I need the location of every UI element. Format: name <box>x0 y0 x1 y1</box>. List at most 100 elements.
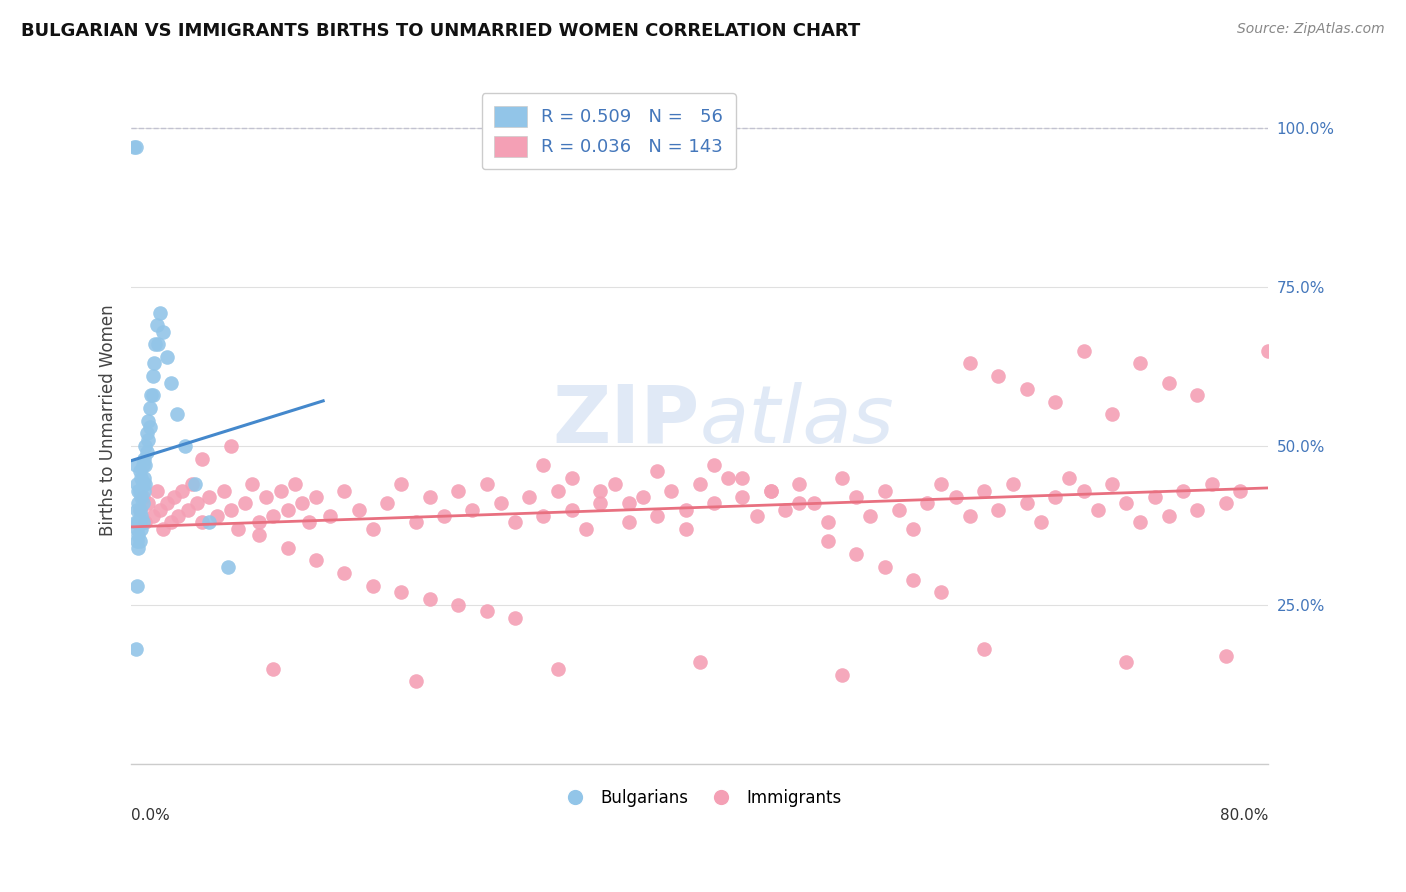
Bulgarians <box>134 458 156 472</box>
Immigrants <box>547 661 569 675</box>
Immigrants <box>645 508 668 523</box>
Immigrants <box>1257 343 1279 358</box>
Bulgarians <box>145 337 167 351</box>
Bulgarians <box>135 426 157 441</box>
Immigrants <box>617 496 640 510</box>
Immigrants <box>1187 502 1209 516</box>
Immigrants <box>831 668 853 682</box>
Immigrants <box>1187 388 1209 402</box>
Immigrants <box>887 502 910 516</box>
Immigrants <box>1001 477 1024 491</box>
Bulgarians <box>124 516 146 530</box>
Immigrants <box>191 451 214 466</box>
Immigrants <box>347 502 370 516</box>
Immigrants <box>1087 502 1109 516</box>
Immigrants <box>163 490 186 504</box>
Immigrants <box>181 477 204 491</box>
Immigrants <box>901 573 924 587</box>
Immigrants <box>226 522 249 536</box>
Immigrants <box>284 477 307 491</box>
Immigrants <box>172 483 194 498</box>
Immigrants <box>773 502 796 516</box>
Immigrants <box>1101 407 1123 421</box>
Immigrants <box>305 490 328 504</box>
Immigrants <box>298 516 321 530</box>
Immigrants <box>1215 648 1237 663</box>
Immigrants <box>589 496 612 510</box>
Immigrants <box>1143 490 1166 504</box>
Immigrants <box>1229 483 1251 498</box>
Bulgarians <box>129 471 152 485</box>
Immigrants <box>475 477 498 491</box>
Immigrants <box>219 502 242 516</box>
Immigrants <box>959 356 981 370</box>
Bulgarians <box>128 483 150 498</box>
Immigrants <box>561 502 583 516</box>
Bulgarians <box>128 502 150 516</box>
Immigrants <box>389 477 412 491</box>
Immigrants <box>645 465 668 479</box>
Immigrants <box>703 496 725 510</box>
Bulgarians <box>132 483 155 498</box>
Immigrants <box>845 490 868 504</box>
Immigrants <box>803 496 825 510</box>
Immigrants <box>503 610 526 624</box>
Bulgarians <box>134 477 156 491</box>
Bulgarians <box>132 471 155 485</box>
Bulgarians <box>129 508 152 523</box>
Immigrants <box>247 528 270 542</box>
Immigrants <box>319 508 342 523</box>
Immigrants <box>1073 483 1095 498</box>
Immigrants <box>945 490 967 504</box>
Immigrants <box>419 490 441 504</box>
Immigrants <box>1045 394 1067 409</box>
Immigrants <box>254 490 277 504</box>
Bulgarians <box>127 541 149 555</box>
Immigrants <box>1101 477 1123 491</box>
Immigrants <box>1073 343 1095 358</box>
Immigrants <box>517 490 540 504</box>
Immigrants <box>1157 376 1180 390</box>
Text: 0.0%: 0.0% <box>131 808 170 823</box>
Bulgarians <box>128 465 150 479</box>
Bulgarians <box>138 401 160 415</box>
Immigrants <box>731 490 754 504</box>
Bulgarians <box>127 516 149 530</box>
Immigrants <box>1059 471 1081 485</box>
Immigrants <box>1171 483 1194 498</box>
Immigrants <box>149 502 172 516</box>
Immigrants <box>131 490 153 504</box>
Immigrants <box>262 661 284 675</box>
Immigrants <box>361 522 384 536</box>
Immigrants <box>547 483 569 498</box>
Bulgarians <box>135 445 157 459</box>
Immigrants <box>1201 477 1223 491</box>
Immigrants <box>631 490 654 504</box>
Immigrants <box>959 508 981 523</box>
Bulgarians <box>122 140 145 154</box>
Bulgarians <box>129 490 152 504</box>
Immigrants <box>817 516 839 530</box>
Immigrants <box>361 579 384 593</box>
Immigrants <box>489 496 512 510</box>
Immigrants <box>461 502 484 516</box>
Immigrants <box>333 483 356 498</box>
Bulgarians <box>174 439 197 453</box>
Immigrants <box>205 508 228 523</box>
Bulgarians <box>149 305 172 319</box>
Bulgarians <box>128 534 150 549</box>
Immigrants <box>759 483 782 498</box>
Bulgarians <box>125 534 148 549</box>
Immigrants <box>533 458 555 472</box>
Immigrants <box>1015 382 1038 396</box>
Immigrants <box>603 477 626 491</box>
Immigrants <box>503 516 526 530</box>
Bulgarians <box>143 356 166 370</box>
Immigrants <box>831 471 853 485</box>
Immigrants <box>177 502 200 516</box>
Y-axis label: Births to Unmarried Women: Births to Unmarried Women <box>100 305 117 536</box>
Bulgarians <box>131 477 153 491</box>
Immigrants <box>689 477 711 491</box>
Immigrants <box>1215 496 1237 510</box>
Bulgarians <box>138 420 160 434</box>
